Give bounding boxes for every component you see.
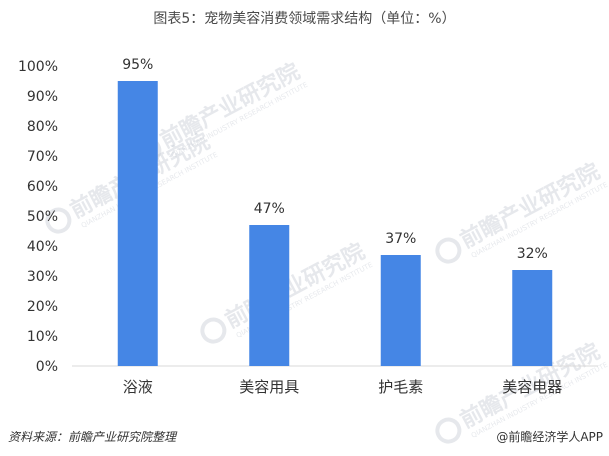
y-tick-label: 0% — [36, 359, 58, 375]
x-tick-label: 浴液 — [123, 378, 153, 396]
x-tick-label: 护毛素 — [378, 378, 423, 396]
y-tick-label: 40% — [27, 239, 58, 255]
data-label: 95% — [122, 57, 153, 73]
svg-text:前瞻产业研究院: 前瞻产业研究院 — [456, 158, 604, 253]
y-tick-label: 50% — [27, 209, 58, 225]
bar — [117, 81, 158, 366]
source-note: 资料来源：前瞻产业研究院整理 — [8, 430, 177, 444]
data-label: 32% — [517, 246, 548, 262]
data-label: 37% — [385, 231, 416, 247]
svg-text:前瞻产业研究院: 前瞻产业研究院 — [156, 58, 304, 153]
y-tick-label: 90% — [27, 89, 58, 105]
chart-title: 图表5：宠物美容消费领域需求结构（单位：%） — [153, 11, 456, 27]
y-tick-label: 10% — [27, 329, 58, 345]
y-tick-label: 30% — [27, 269, 58, 285]
bar — [512, 270, 553, 366]
svg-text:前瞻产业研究院: 前瞻产业研究院 — [221, 238, 369, 333]
labels: 95% 浴液 47% 美容用具 37% 护毛素 32% 美容电器 — [122, 57, 562, 396]
y-tick-label: 20% — [27, 299, 58, 315]
y-tick-label: 100% — [18, 59, 58, 75]
bar — [380, 255, 421, 366]
x-tick-label: 美容电器 — [502, 378, 562, 396]
y-tick-label: 80% — [27, 119, 58, 135]
x-tick-label: 美容用具 — [239, 378, 299, 396]
bars — [117, 81, 553, 366]
bar — [249, 225, 290, 366]
data-label: 47% — [254, 201, 285, 217]
axes: 0% 10% 20% 30% 40% 50% 60% 70% 80% 90% 100% — [18, 59, 598, 375]
y-tick-label: 60% — [27, 179, 58, 195]
y-tick-label: 70% — [27, 149, 58, 165]
brand-credit: @前瞻经济学人APP — [496, 430, 603, 444]
